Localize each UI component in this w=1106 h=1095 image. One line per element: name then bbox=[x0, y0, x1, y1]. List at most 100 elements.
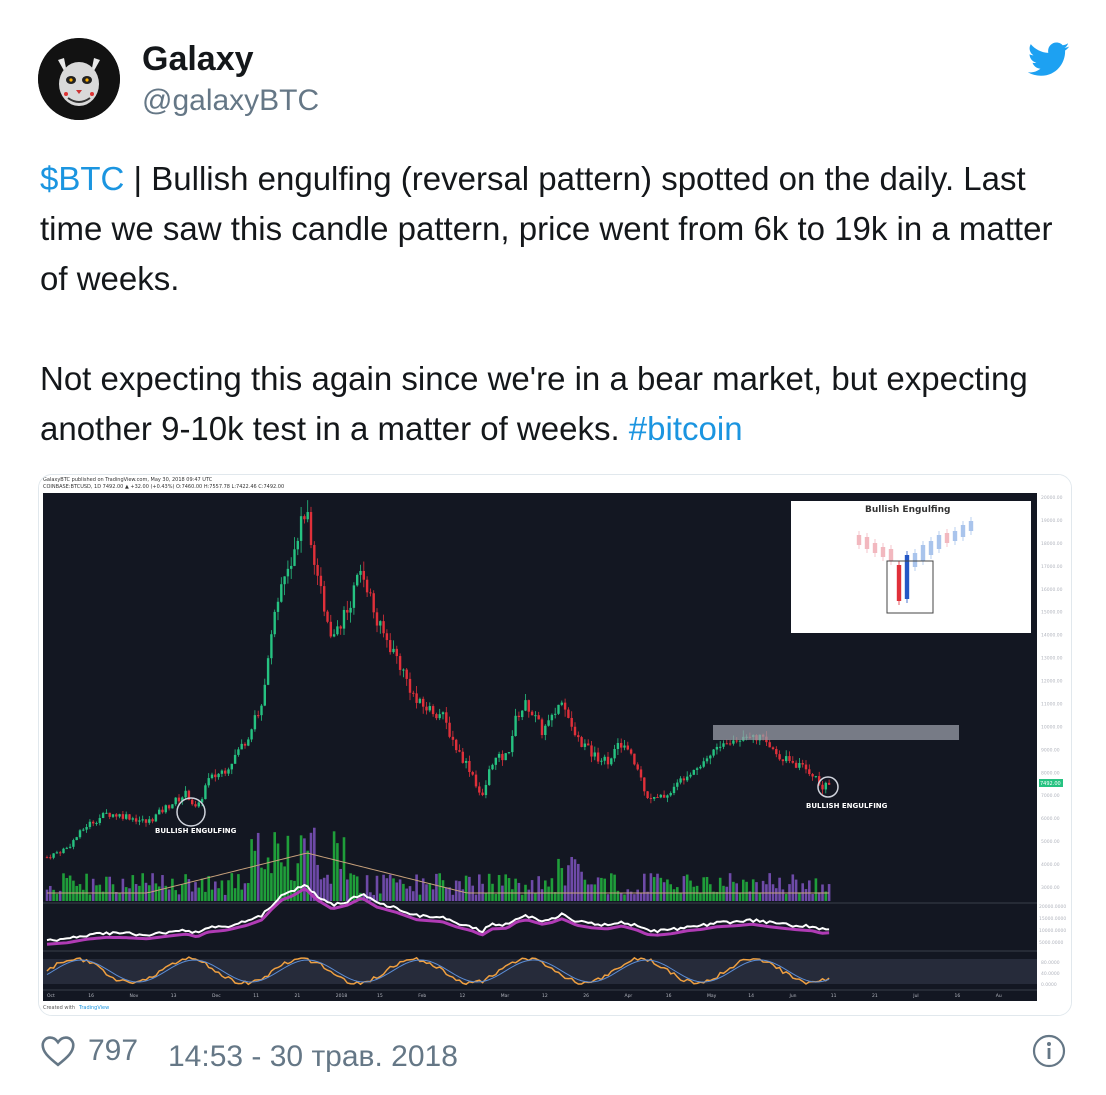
candle-body bbox=[596, 752, 600, 762]
volume-bar bbox=[177, 894, 181, 901]
candle-body bbox=[507, 752, 511, 754]
volume-bar bbox=[596, 877, 600, 901]
volume-bar bbox=[157, 886, 161, 901]
author-handle[interactable]: @galaxyBTC bbox=[142, 84, 320, 117]
candle-body bbox=[128, 814, 131, 820]
date-axis-label: Nov bbox=[130, 993, 139, 999]
candle-body bbox=[332, 634, 336, 637]
inset-candle-body bbox=[928, 541, 934, 555]
info-icon[interactable] bbox=[1032, 1034, 1066, 1068]
candle-body bbox=[369, 592, 372, 594]
candle-body bbox=[379, 621, 382, 626]
avatar[interactable] bbox=[38, 38, 120, 120]
candle-body bbox=[144, 819, 148, 823]
date-axis-label: 11 bbox=[831, 993, 837, 999]
candle-body bbox=[263, 684, 266, 706]
candle-body bbox=[771, 747, 775, 749]
volume-bar bbox=[705, 876, 709, 901]
volume-bar bbox=[623, 894, 626, 901]
volume-bar bbox=[573, 859, 577, 901]
volume-bar bbox=[121, 878, 125, 901]
candle-body bbox=[474, 774, 478, 787]
volume-bar bbox=[507, 878, 511, 901]
volume-bar bbox=[794, 879, 798, 901]
candle-body bbox=[98, 818, 101, 823]
volume-bar bbox=[151, 873, 154, 901]
candle-body bbox=[719, 746, 722, 748]
date-axis-label: 13 bbox=[171, 993, 177, 999]
cashtag-link[interactable]: $BTC bbox=[40, 160, 125, 197]
author-name[interactable]: Galaxy bbox=[142, 40, 254, 78]
candle-body bbox=[296, 540, 299, 550]
volume-bar bbox=[210, 889, 214, 901]
price-axis-label: 11000.00 bbox=[1041, 701, 1063, 707]
tweet-timestamp[interactable]: 14:53 - 30 трав. 2018 bbox=[168, 1040, 458, 1073]
chart-header-1: GalaxyBTC published on TradingView.com, … bbox=[43, 477, 213, 483]
candle-body bbox=[524, 700, 527, 711]
volume-bar bbox=[676, 887, 679, 901]
candle-body bbox=[504, 753, 507, 761]
candle-body bbox=[359, 570, 362, 575]
candle-body bbox=[45, 857, 49, 859]
volume-bar bbox=[280, 862, 283, 901]
like-button[interactable]: 797 bbox=[40, 1034, 138, 1068]
candle-body bbox=[422, 698, 425, 707]
volume-bar bbox=[385, 878, 389, 901]
annotation-left: BULLISH ENGULFING bbox=[155, 827, 237, 835]
volume-bar bbox=[270, 873, 273, 901]
candle-body bbox=[233, 754, 237, 764]
volume-bar bbox=[256, 832, 260, 901]
candle-body bbox=[49, 857, 52, 859]
inset-candle-body bbox=[968, 521, 974, 531]
volume-bar bbox=[359, 892, 362, 901]
candle-body bbox=[78, 830, 82, 838]
cat-avatar-icon bbox=[38, 38, 120, 120]
candle-body bbox=[610, 758, 613, 765]
volume-bar bbox=[616, 890, 620, 901]
volume-bar bbox=[610, 873, 613, 901]
volume-bar bbox=[643, 873, 646, 901]
resistance-zone bbox=[713, 725, 959, 740]
volume-bar bbox=[200, 878, 204, 901]
inset-candle-body bbox=[896, 565, 902, 601]
tweet-line-1: | Bullish engulfing (reversal pattern) s… bbox=[40, 160, 1053, 297]
highlight-circle-left bbox=[176, 797, 206, 827]
candle-body bbox=[464, 760, 468, 763]
tweet-media[interactable]: GalaxyBTC published on TradingView.com, … bbox=[38, 474, 1072, 1016]
candle-body bbox=[653, 797, 656, 799]
candle-body bbox=[346, 609, 349, 613]
volume-bar bbox=[811, 893, 814, 901]
candle-body bbox=[695, 768, 699, 770]
candle-body bbox=[534, 715, 537, 717]
candle-body bbox=[303, 516, 306, 520]
volume-bar bbox=[497, 875, 501, 901]
candle-body bbox=[181, 797, 184, 802]
volume-bar bbox=[689, 880, 692, 901]
inset-highlight-box bbox=[886, 560, 934, 614]
candle-body bbox=[702, 761, 705, 767]
candle-body bbox=[494, 757, 497, 765]
volume-bar bbox=[649, 873, 653, 901]
candle-body bbox=[405, 669, 408, 679]
volume-bar bbox=[431, 889, 435, 901]
volume-bar bbox=[118, 892, 121, 901]
volume-bar bbox=[197, 887, 201, 901]
volume-bar bbox=[144, 882, 148, 901]
volume-bar bbox=[233, 888, 237, 901]
hashtag-link[interactable]: #bitcoin bbox=[628, 410, 743, 447]
volume-bar bbox=[223, 894, 227, 901]
candle-body bbox=[392, 648, 395, 653]
candle-body bbox=[326, 611, 329, 622]
volume-bar bbox=[306, 850, 309, 901]
candle-body bbox=[821, 784, 824, 790]
volume-bar bbox=[415, 874, 418, 901]
volume-bar bbox=[372, 894, 375, 901]
candle-body bbox=[659, 794, 662, 798]
candle-body bbox=[273, 611, 276, 635]
stoch-axis: 80.0000 40.0000 0.0000 bbox=[1041, 960, 1060, 988]
volume-bar bbox=[685, 874, 689, 901]
volume-bar bbox=[108, 876, 111, 901]
twitter-bird-icon[interactable] bbox=[1027, 42, 1070, 78]
candle-body bbox=[824, 782, 827, 790]
volume-bar bbox=[313, 827, 316, 901]
